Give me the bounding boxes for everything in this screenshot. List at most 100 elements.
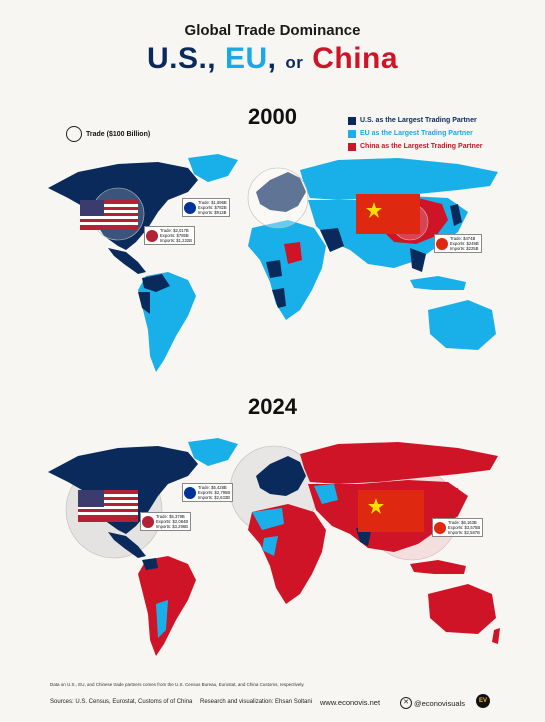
map-2000-eu-circle [247, 167, 309, 229]
trade-size-circle-icon [66, 126, 82, 142]
china-flag-icon [434, 521, 446, 534]
map-2024-sa-us-countries [142, 558, 158, 570]
map-2000-africa-us [266, 260, 286, 308]
title-us: U.S. [146, 42, 208, 75]
map-2024-indonesia [410, 560, 466, 574]
stat-2024-cn-imports-label: Imports: [448, 530, 464, 535]
stat-2024-china: Trade: $6,163B Exports: $3,575B Imports:… [432, 518, 484, 537]
stat-2000-cn-trade: $474B [463, 236, 476, 241]
legend-us-label: U.S. as the Largest Trading Partner [360, 117, 477, 124]
stat-2000-eu-exports-label: Exports: [198, 205, 214, 210]
eu-flag-icon [184, 201, 196, 214]
map-2000-africa-china [284, 242, 302, 264]
map-2000-greenland [188, 154, 238, 182]
stat-2000-us-trade-label: Trade: [160, 228, 172, 233]
legend-us-swatch [348, 116, 356, 125]
stat-2000-us-imports-label: Imports: [160, 238, 176, 243]
map-2024-china-flag [358, 490, 424, 532]
stat-2024-us-imports-label: Imports: [156, 524, 172, 529]
stat-2024-us-exports: $2,084B [172, 519, 189, 524]
stat-2000-cn-imports: $225B [466, 246, 479, 251]
stat-2024-eu-trade: $5,428B [211, 485, 227, 490]
stat-2024-eu-trade-label: Trade: [198, 485, 210, 490]
legend: U.S. as the Largest Trading Partner EU a… [348, 114, 483, 153]
footnote: Data on U.S., EU, and Chinese trade part… [50, 682, 305, 687]
stat-2000-us-exports: $785B [176, 233, 189, 238]
map-2000-china-flag [356, 194, 420, 234]
legend-china-label: China as the Largest Trading Partner [360, 143, 483, 150]
stat-2024-us-exports-label: Exports: [156, 519, 172, 524]
stat-2000-us: Trade: $2,017B Exports: $785B Imports: $… [144, 226, 195, 245]
footer-handle: @econovisuals [414, 698, 465, 708]
map-2024-mideast-eu [314, 484, 338, 504]
legend-china-swatch [348, 142, 356, 151]
title-comma-2: , [267, 42, 277, 75]
stat-2000-cn-trade-label: Trade: [450, 236, 462, 241]
map-2000-us-flag [80, 200, 138, 230]
stat-2024-cn-trade: $6,163B [461, 520, 477, 525]
stat-2024-eu-exports-label: Exports: [198, 490, 214, 495]
map-2000-se-asia-us [410, 248, 426, 272]
footer-social[interactable]: ✕ @econovisuals [400, 697, 465, 709]
map-2024-mexico [108, 532, 146, 558]
stat-2000-eu-trade: $1,696B [211, 200, 227, 205]
title-main: U.S., EU, or China [0, 42, 545, 76]
map-2024-greenland [188, 438, 238, 466]
stat-2000-cn-exports-label: Exports: [450, 241, 466, 246]
econovis-logo: EV [476, 694, 490, 708]
legend-china: China as the Largest Trading Partner [348, 140, 483, 153]
map-2000-sa-us-countries [138, 274, 170, 314]
stat-2024-eu-imports-label: Imports: [198, 495, 214, 500]
map-2024-africa [248, 504, 326, 604]
legend-eu-swatch [348, 129, 356, 138]
map-2024-sa-eu-countries [156, 600, 168, 638]
x-logo-icon: ✕ [400, 697, 412, 709]
map-2024-new-zealand [492, 628, 500, 644]
stat-2000-eu: Trade: $1,696B Exports: $782B Imports: $… [182, 198, 230, 217]
map-2024 [48, 438, 500, 656]
stat-2000-cn-exports: $249B [466, 241, 479, 246]
stat-2000-cn-imports-label: Imports: [450, 246, 466, 251]
map-2024-australia [428, 584, 496, 634]
legend-us: U.S. as the Largest Trading Partner [348, 114, 483, 127]
map-2000-africa [248, 220, 326, 320]
map-2000-indonesia [410, 276, 466, 290]
stat-2024-cn-imports: $2,587B [464, 530, 480, 535]
trade-size-label: Trade ($100 Billion) [86, 130, 151, 138]
map-2024-russia [300, 442, 498, 484]
year-2000-label: 2000 [248, 104, 297, 129]
stat-2024-us: Trade: $5,379B Exports: $2,084B Imports:… [140, 512, 192, 531]
stat-2024-us-trade: $5,379B [169, 514, 185, 519]
stat-2024-eu: Trade: $5,428B Exports: $2,795B Imports:… [182, 483, 234, 502]
stat-2000-us-exports-label: Exports: [160, 233, 176, 238]
map-2000-europe [256, 172, 306, 212]
stat-2000-eu-exports: $782B [214, 205, 227, 210]
map-2000-australia [428, 300, 496, 350]
china-flag-icon [436, 237, 448, 250]
us-flag-icon [146, 229, 158, 242]
map-2024-japan [450, 488, 462, 510]
stat-2000-eu-imports: $913B [214, 210, 227, 215]
footer-sources: Sources: U.S. Census, Eurostat, Customs … [50, 699, 193, 705]
trade-size-legend: Trade ($100 Billion) [66, 126, 150, 142]
title-eu: EU [224, 42, 268, 75]
title-china: China [312, 42, 399, 75]
stat-2024-eu-imports: $2,633B [214, 495, 230, 500]
stat-2024-eu-exports: $2,795B [214, 490, 231, 495]
stat-2024-us-imports: $3,296B [172, 524, 188, 529]
stat-2000-china: Trade: $474B Exports: $249B Imports: $22… [434, 234, 482, 253]
us-flag-icon [142, 515, 154, 528]
title-comma-1: , [207, 42, 217, 75]
map-2000-mexico [108, 248, 146, 274]
map-2000-mideast-us [320, 228, 344, 252]
map-2000-japan [450, 204, 462, 226]
map-2000 [48, 154, 498, 372]
legend-eu: EU as the Largest Trading Partner [348, 127, 483, 140]
stat-2024-cn-trade-label: Trade: [448, 520, 460, 525]
legend-eu-label: EU as the Largest Trading Partner [360, 130, 473, 137]
year-2024-label: 2024 [248, 394, 297, 419]
map-2024-europe [256, 456, 306, 496]
stat-2000-eu-imports-label: Imports: [198, 210, 214, 215]
footer-site-link[interactable]: www.econovis.net [320, 698, 381, 707]
stat-2024-cn-exports-label: Exports: [448, 525, 464, 530]
